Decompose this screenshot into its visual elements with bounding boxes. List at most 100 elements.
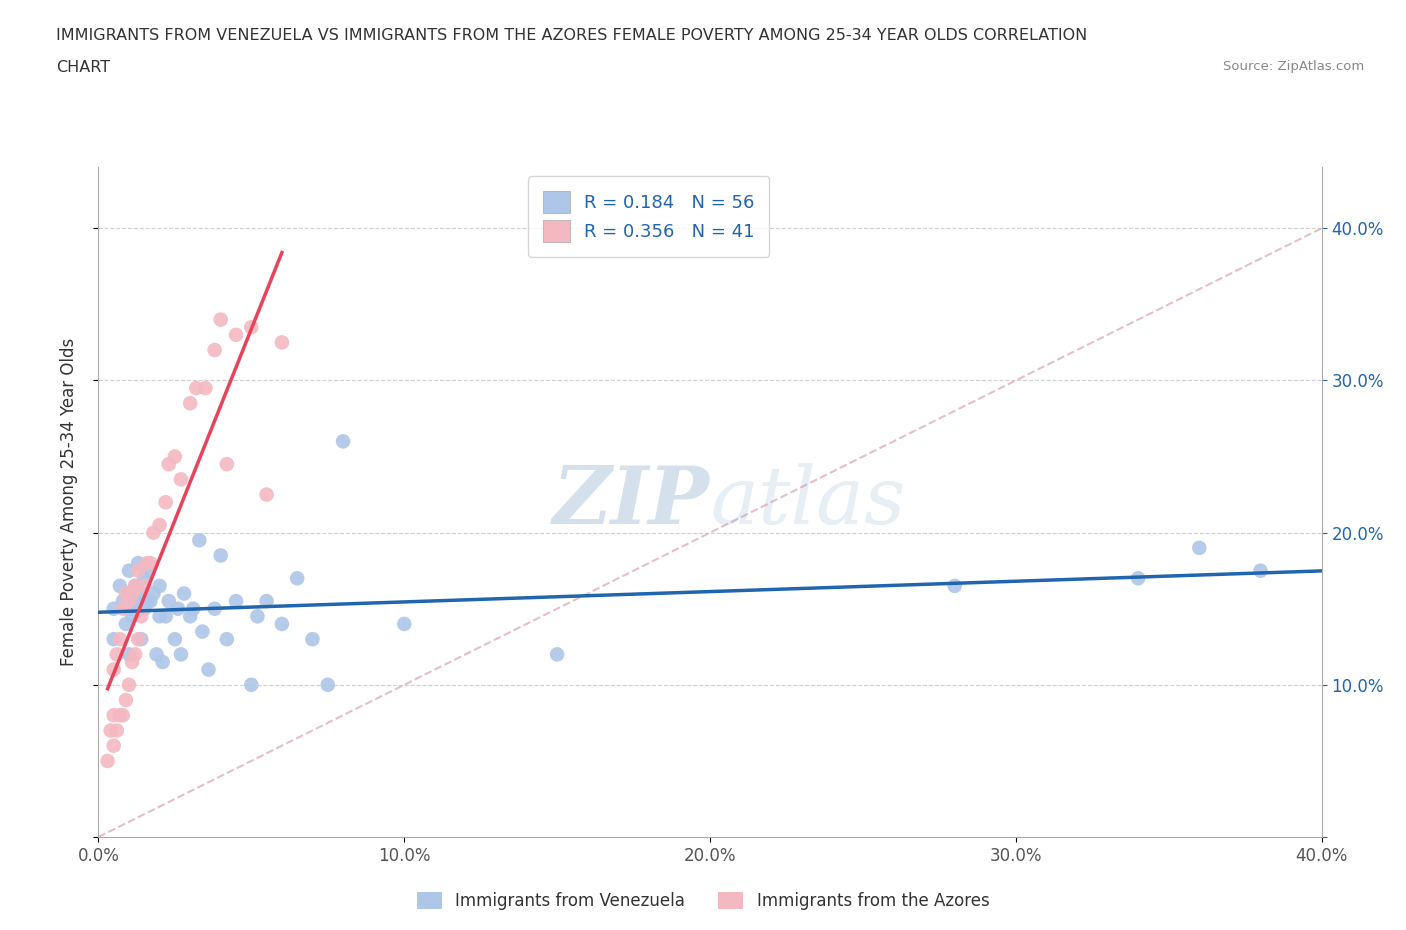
Point <box>225 327 247 342</box>
Point <box>1249 564 1271 578</box>
Point <box>142 586 165 601</box>
Point <box>121 609 143 624</box>
Point <box>108 578 131 593</box>
Point <box>118 593 141 608</box>
Point <box>127 555 149 570</box>
Point <box>115 617 138 631</box>
Point <box>270 617 292 631</box>
Point <box>215 457 238 472</box>
Point <box>139 593 162 608</box>
Point <box>105 647 128 662</box>
Point <box>127 564 149 578</box>
Point <box>240 320 263 335</box>
Point <box>170 472 193 486</box>
Point <box>546 647 568 662</box>
Point <box>163 449 186 464</box>
Point <box>1188 540 1211 555</box>
Point <box>124 647 146 662</box>
Point <box>163 631 186 646</box>
Point <box>285 571 308 586</box>
Point <box>155 495 177 510</box>
Point <box>149 578 172 593</box>
Text: ZIP: ZIP <box>553 463 710 541</box>
Point <box>246 609 269 624</box>
Point <box>194 380 217 395</box>
Text: IMMIGRANTS FROM VENEZUELA VS IMMIGRANTS FROM THE AZORES FEMALE POVERTY AMONG 25-: IMMIGRANTS FROM VENEZUELA VS IMMIGRANTS … <box>56 28 1087 43</box>
Point <box>118 602 141 617</box>
Point <box>167 602 190 617</box>
Point <box>943 578 966 593</box>
Text: CHART: CHART <box>56 60 110 75</box>
Point <box>118 564 141 578</box>
Point <box>270 335 292 350</box>
Point <box>170 647 193 662</box>
Point <box>108 708 131 723</box>
Point <box>181 602 204 617</box>
Point <box>103 602 125 617</box>
Point <box>142 525 165 540</box>
Point <box>121 655 143 670</box>
Point <box>136 564 159 578</box>
Point <box>103 738 125 753</box>
Point <box>124 593 146 608</box>
Point <box>129 609 152 624</box>
Point <box>316 677 339 692</box>
Point <box>209 312 232 327</box>
Point <box>111 593 134 608</box>
Point <box>152 655 174 670</box>
Point <box>111 708 134 723</box>
Point <box>1128 571 1150 586</box>
Point <box>134 578 156 593</box>
Point <box>179 609 201 624</box>
Point <box>256 487 278 502</box>
Point <box>129 631 152 646</box>
Point <box>136 555 159 570</box>
Point <box>134 571 156 586</box>
Point <box>149 609 172 624</box>
Point <box>301 631 323 646</box>
Point <box>188 533 211 548</box>
Point <box>204 602 226 617</box>
Point <box>157 457 180 472</box>
Point <box>118 647 141 662</box>
Point <box>332 434 354 449</box>
Text: Source: ZipAtlas.com: Source: ZipAtlas.com <box>1223 60 1364 73</box>
Point <box>115 586 138 601</box>
Point <box>186 380 208 395</box>
Point <box>136 593 159 608</box>
Point <box>111 602 134 617</box>
Point <box>118 677 141 692</box>
Point <box>100 723 122 737</box>
Point <box>103 708 125 723</box>
Point <box>204 342 226 357</box>
Point <box>392 617 416 631</box>
Point <box>145 647 167 662</box>
Point <box>103 631 125 646</box>
Point <box>108 631 131 646</box>
Point <box>115 693 138 708</box>
Point <box>118 586 141 601</box>
Point <box>129 586 152 601</box>
Point <box>127 631 149 646</box>
Point <box>225 593 247 608</box>
Point <box>209 548 232 563</box>
Point <box>127 602 149 617</box>
Point <box>139 555 162 570</box>
Point <box>105 723 128 737</box>
Point <box>134 602 156 617</box>
Point <box>240 677 263 692</box>
Point <box>124 578 146 593</box>
Text: atlas: atlas <box>710 463 905 541</box>
Point <box>103 662 125 677</box>
Point <box>155 609 177 624</box>
Legend: Immigrants from Venezuela, Immigrants from the Azores: Immigrants from Venezuela, Immigrants fr… <box>411 885 995 917</box>
Point <box>173 586 195 601</box>
Point <box>197 662 219 677</box>
Point <box>179 396 201 411</box>
Point <box>157 593 180 608</box>
Legend: R = 0.184   N = 56, R = 0.356   N = 41: R = 0.184 N = 56, R = 0.356 N = 41 <box>529 177 769 257</box>
Point <box>256 593 278 608</box>
Point <box>121 586 143 601</box>
Point <box>118 593 141 608</box>
Y-axis label: Female Poverty Among 25-34 Year Olds: Female Poverty Among 25-34 Year Olds <box>59 339 77 666</box>
